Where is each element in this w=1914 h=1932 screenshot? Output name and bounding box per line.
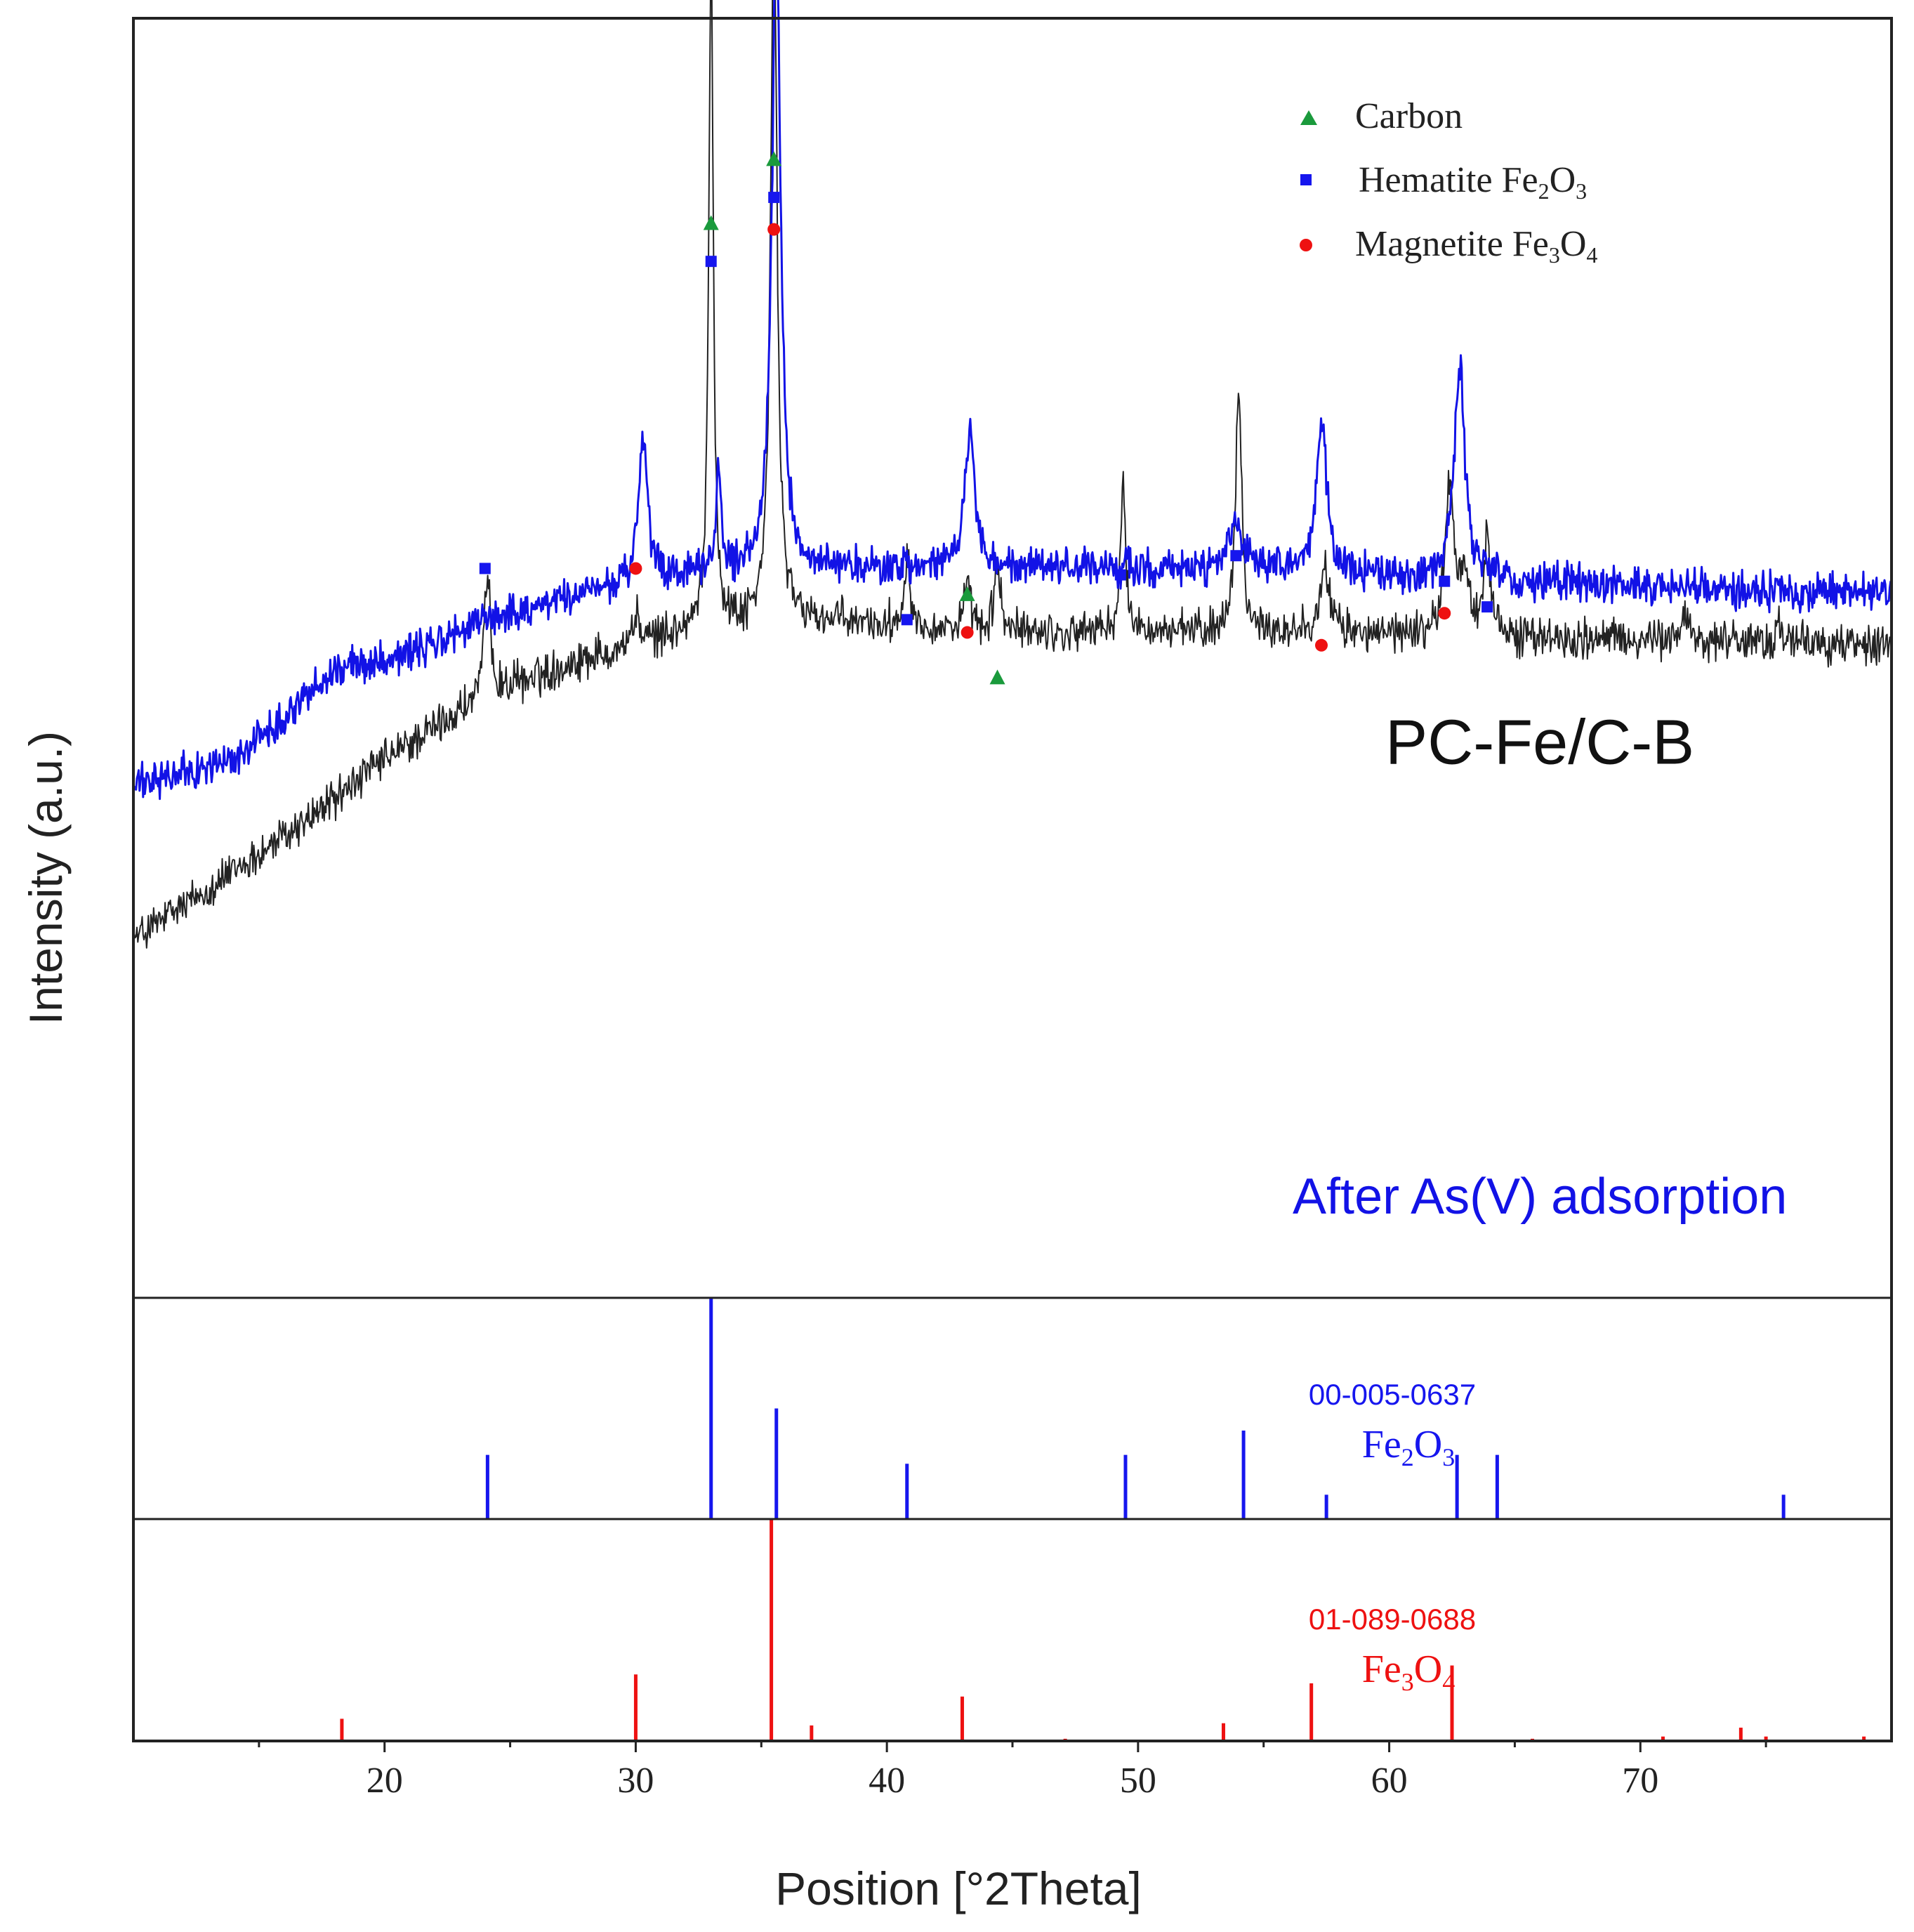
- x-tick-label: 70: [1622, 1761, 1658, 1801]
- x-axis-title: Position [°2Theta]: [775, 1862, 1142, 1914]
- x-tick-label: 30: [617, 1761, 654, 1801]
- x-tick-label: 40: [869, 1761, 905, 1801]
- hematite-square-marker: [479, 563, 491, 574]
- y-axis-title: Intensity (a.u.): [20, 731, 72, 1025]
- ref-code-hematite: 00-005-0637: [1309, 1378, 1476, 1411]
- hematite-square-marker: [1439, 575, 1451, 587]
- main-panel-series: [132, 0, 1893, 964]
- series-label-pc-fe-c-b: PC-Fe/C-B: [1385, 707, 1694, 777]
- hematite-square-marker: [768, 192, 780, 204]
- ref-formula-hematite: Fe2O3: [1362, 1423, 1455, 1471]
- magnetite-circle-marker: [961, 626, 974, 639]
- x-tick-label: 60: [1371, 1761, 1408, 1801]
- hematite-square-marker: [705, 256, 717, 268]
- carbon-triangle-marker: [959, 586, 975, 601]
- legend-circle-icon: [1300, 239, 1312, 251]
- magnetite-circle-marker: [1314, 638, 1328, 652]
- series-line-after-adsorption: [132, 0, 1893, 801]
- legend-square-icon: [1300, 174, 1312, 185]
- series-line-pc-fe-c-b: [133, 0, 1892, 964]
- ref-formula-magnetite: Fe3O4: [1362, 1648, 1455, 1696]
- hematite-square-marker: [1230, 550, 1242, 562]
- plot-frame: [132, 17, 1893, 1742]
- x-tick-label: 20: [367, 1761, 403, 1801]
- legend-label-hematite: Hematite Fe2O3: [1359, 160, 1587, 204]
- x-axis-ticks: 20 30 40 50 60 70: [258, 1741, 1767, 1801]
- hematite-square-marker: [1481, 601, 1493, 613]
- series-label-after-adsorption: After As(V) adsorption: [1293, 1169, 1787, 1225]
- carbon-triangle-marker: [989, 669, 1005, 685]
- legend: Carbon Hematite Fe2O3 Magnetite Fe3O4: [1300, 96, 1597, 268]
- hematite-square-marker: [901, 614, 913, 626]
- carbon-triangle-marker: [766, 151, 782, 166]
- magnetite-circle-marker: [629, 562, 642, 575]
- ref-code-magnetite: 01-089-0688: [1309, 1603, 1476, 1636]
- reference-panels: [340, 1298, 1866, 1741]
- magnetite-circle-marker: [767, 223, 781, 236]
- legend-triangle-icon: [1300, 110, 1317, 125]
- x-tick-label: 50: [1120, 1761, 1156, 1801]
- hematite-square-marker: [1114, 569, 1126, 581]
- carbon-triangle-marker: [703, 215, 719, 230]
- magnetite-circle-marker: [1438, 607, 1451, 620]
- legend-label-carbon: Carbon: [1355, 96, 1463, 136]
- legend-label-magnetite: Magnetite Fe3O4: [1355, 224, 1597, 268]
- peak-markers: [479, 151, 1493, 685]
